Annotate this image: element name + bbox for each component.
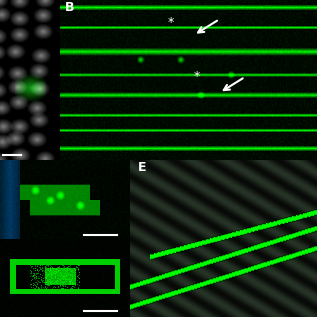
Text: *: * (194, 70, 200, 83)
Text: E: E (138, 161, 146, 174)
Text: B: B (65, 1, 75, 14)
Text: *: * (168, 16, 174, 29)
